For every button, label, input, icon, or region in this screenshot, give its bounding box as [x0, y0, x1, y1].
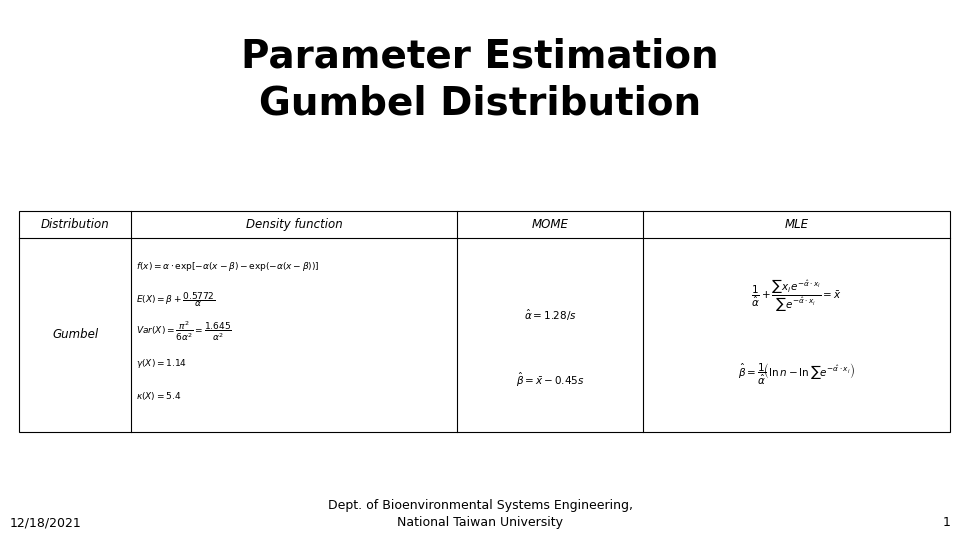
Text: $\hat{\beta}=\bar{x}-0.45s$: $\hat{\beta}=\bar{x}-0.45s$: [516, 371, 585, 389]
Text: Dept. of Bioenvironmental Systems Engineering,
National Taiwan University: Dept. of Bioenvironmental Systems Engine…: [327, 499, 633, 529]
Text: Parameter Estimation
Gumbel Distribution: Parameter Estimation Gumbel Distribution: [241, 38, 719, 123]
Text: Density function: Density function: [246, 218, 343, 231]
Text: $E(X)=\beta+\dfrac{0.5772}{\alpha}$: $E(X)=\beta+\dfrac{0.5772}{\alpha}$: [135, 290, 215, 308]
Text: MOME: MOME: [532, 218, 568, 231]
Text: $\kappa(X)=5.4$: $\kappa(X)=5.4$: [135, 390, 181, 402]
Text: 1: 1: [943, 516, 950, 529]
Text: 12/18/2021: 12/18/2021: [10, 516, 82, 529]
Text: Gumbel: Gumbel: [52, 328, 98, 341]
Text: $\dfrac{1}{\hat{\alpha}}+\dfrac{\sum x_i e^{-\hat{\alpha}\cdot x_i}}{\sum e^{-\h: $\dfrac{1}{\hat{\alpha}}+\dfrac{\sum x_i…: [752, 278, 842, 314]
Text: $\gamma(X)=1.14$: $\gamma(X)=1.14$: [135, 357, 187, 370]
FancyBboxPatch shape: [19, 211, 950, 432]
Text: $\hat{\alpha}=1.28/s$: $\hat{\alpha}=1.28/s$: [523, 308, 576, 323]
Text: $f(x)=\alpha \cdot \exp[-\alpha(x-\beta)-\exp(-\alpha(x-\beta))]$: $f(x)=\alpha \cdot \exp[-\alpha(x-\beta)…: [135, 260, 320, 273]
Text: $\hat{\beta}=\dfrac{1}{\hat{\alpha}}\!\left(\ln n - \ln\sum e^{-\hat{\alpha}\cdo: $\hat{\beta}=\dfrac{1}{\hat{\alpha}}\!\l…: [738, 361, 855, 387]
Text: Distribution: Distribution: [40, 218, 109, 231]
Text: MLE: MLE: [784, 218, 808, 231]
Text: $Var(X)=\dfrac{\pi^2}{6\alpha^2}=\dfrac{1.645}{\alpha^2}$: $Var(X)=\dfrac{\pi^2}{6\alpha^2}=\dfrac{…: [135, 320, 231, 343]
